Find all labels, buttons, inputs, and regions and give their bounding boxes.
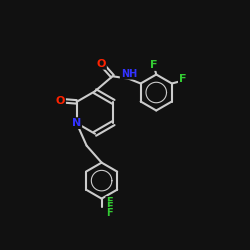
Text: F: F: [106, 202, 113, 212]
Text: O: O: [56, 96, 65, 106]
Text: F: F: [106, 197, 113, 207]
Text: O: O: [96, 59, 106, 69]
Text: NH: NH: [120, 69, 137, 79]
Text: F: F: [179, 74, 186, 84]
Text: N: N: [72, 118, 81, 128]
Text: F: F: [150, 60, 158, 70]
Text: F: F: [106, 208, 113, 218]
